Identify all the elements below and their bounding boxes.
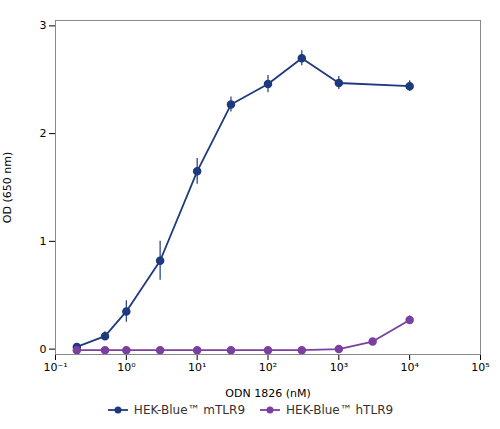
html-text:HEK-Blue™ mTLR9: HEK-Blue™ mTLR9: [133, 403, 245, 417]
svg-text:10³: 10³: [330, 361, 348, 374]
svg-text:ODN 1826 (nM): ODN 1826 (nM): [225, 387, 310, 400]
svg-text:1: 1: [40, 235, 47, 248]
svg-text:10⁰: 10⁰: [117, 361, 136, 374]
svg-text:10²: 10²: [259, 361, 277, 374]
svg-text:10⁴: 10⁴: [400, 361, 419, 374]
svg-text:10¹: 10¹: [188, 361, 206, 374]
svg-text:OD (650 nm): OD (650 nm): [1, 152, 14, 223]
html-text:HEK-Blue™ hTLR9: HEK-Blue™ hTLR9: [286, 403, 394, 417]
svg-text:3: 3: [40, 19, 47, 32]
svg-text:10⁵: 10⁵: [471, 361, 489, 374]
svg-text:10⁻¹: 10⁻¹: [43, 361, 67, 374]
svg-text:0: 0: [40, 343, 47, 356]
svg-text:2: 2: [40, 127, 47, 140]
